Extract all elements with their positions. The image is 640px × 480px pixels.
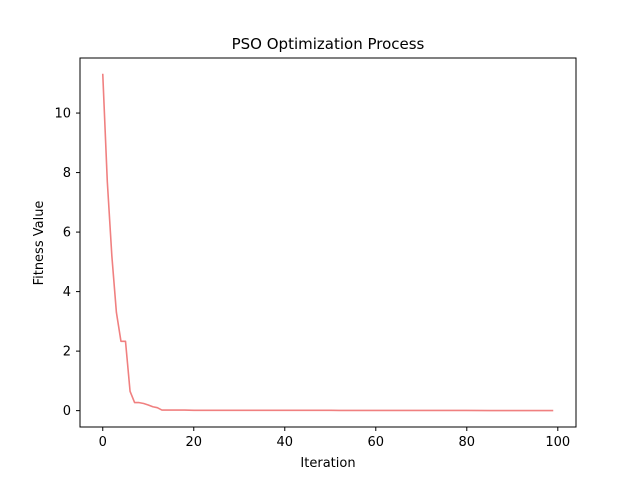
plot-frame <box>79 57 577 428</box>
series-line-0 <box>101 73 554 412</box>
x-tick-label: 40 <box>276 435 293 450</box>
y-tick-label: 8 <box>63 166 71 181</box>
plot-area <box>101 73 554 412</box>
axis-ticks: 0 20 40 60 80 100 0 2 4 6 8 10 <box>54 107 570 450</box>
x-tick-label: 60 <box>368 435 385 450</box>
x-tick-label: 0 <box>99 435 107 450</box>
x-tick-label: 20 <box>185 435 202 450</box>
y-tick-label: 4 <box>63 285 71 300</box>
y-tick-label: 10 <box>54 107 71 122</box>
y-tick-label: 2 <box>63 345 71 360</box>
chart-title: PSO Optimization Process <box>232 35 425 53</box>
y-axis-label: Fitness Value <box>32 201 47 286</box>
x-tick-label: 100 <box>545 435 570 450</box>
x-axis-label: Iteration <box>300 456 355 471</box>
y-tick-label: 6 <box>63 226 71 241</box>
x-tick-label: 80 <box>459 435 476 450</box>
y-tick-label: 0 <box>63 404 71 419</box>
